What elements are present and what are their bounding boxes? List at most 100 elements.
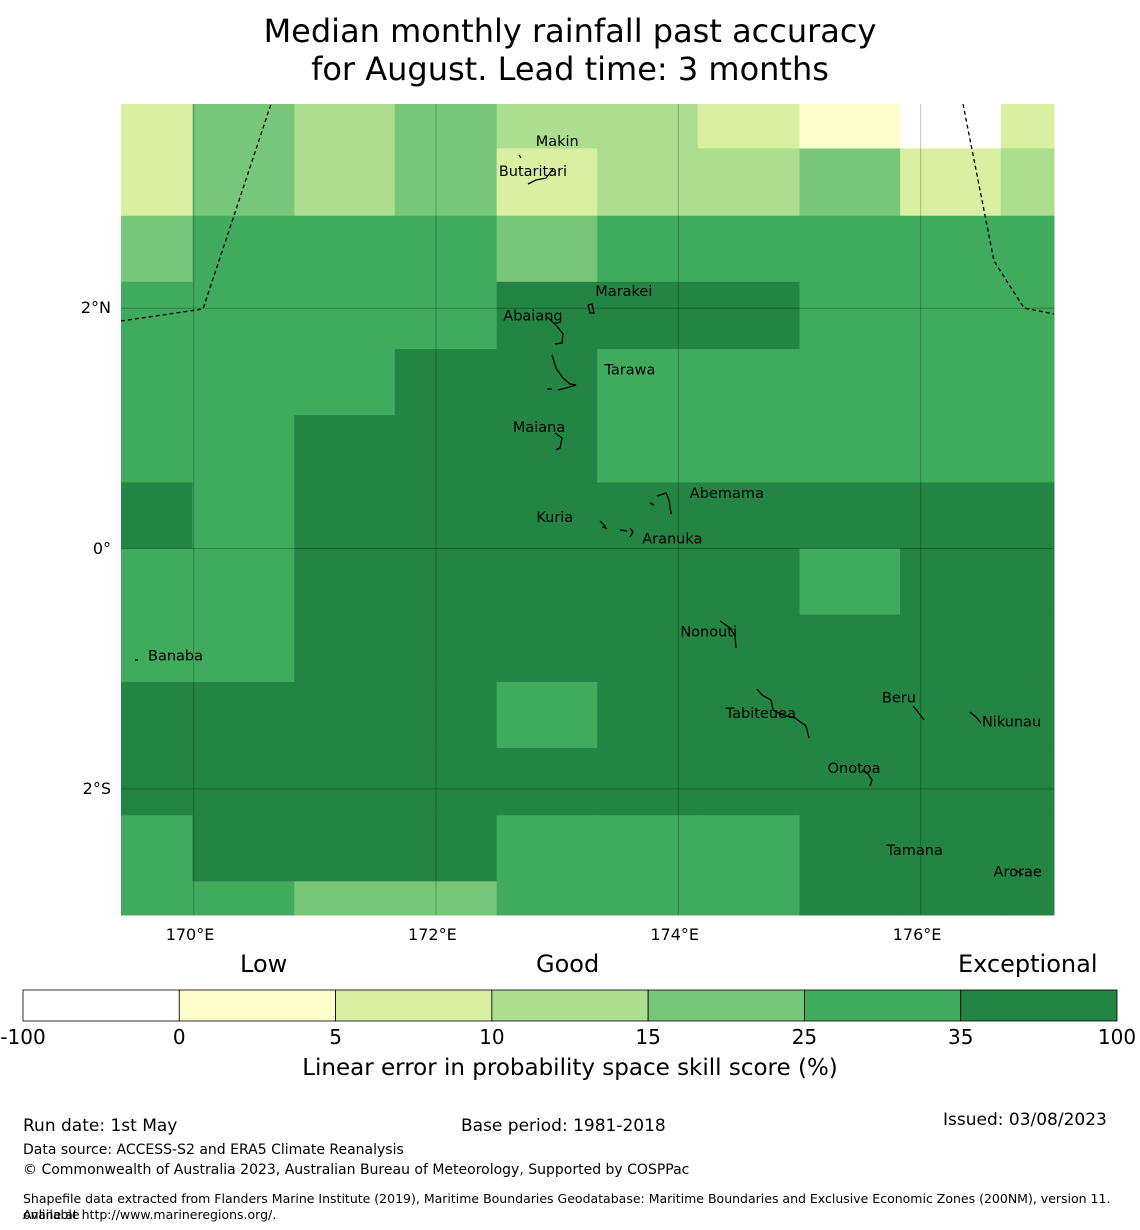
island-outline <box>546 316 564 345</box>
skill-cell <box>192 482 295 550</box>
skill-cell <box>496 215 598 283</box>
skill-cell <box>697 881 801 916</box>
skill-cell <box>799 148 901 217</box>
skill-cell <box>121 482 193 550</box>
colorbar-axis-label: Linear error in probability space skill … <box>302 1055 838 1081</box>
skill-cell <box>192 104 295 149</box>
skill-cell <box>900 349 1002 416</box>
skill-cell <box>121 148 193 217</box>
place-label: Nikunau <box>982 714 1041 730</box>
skill-cell <box>900 747 1002 816</box>
skill-cell <box>900 681 1002 749</box>
skill-cell <box>900 215 1002 283</box>
place-label: Abemama <box>690 486 764 502</box>
skill-cell <box>294 747 396 816</box>
skill-cell <box>900 548 1002 616</box>
lat-tick-label: 0° <box>92 538 111 558</box>
skill-cell <box>121 747 193 816</box>
skill-cell <box>496 349 598 416</box>
skill-cell <box>294 614 396 683</box>
skill-cell <box>697 548 801 616</box>
skill-cell <box>496 614 598 683</box>
map-title-line2: for August. Lead time: 3 months <box>311 50 829 88</box>
skill-cell <box>799 747 901 816</box>
skill-cell <box>799 881 901 916</box>
colorbar-tick-label: 25 <box>791 1025 818 1049</box>
legend-heading-good: Good <box>536 950 600 978</box>
skill-cell <box>294 415 396 483</box>
skill-cell <box>799 614 901 683</box>
skill-cell <box>192 815 295 882</box>
island-outline <box>912 705 925 721</box>
skill-cell <box>1000 482 1055 550</box>
skill-cell <box>697 482 801 550</box>
skill-cell <box>900 104 1002 149</box>
skill-cell <box>697 747 801 816</box>
colorbar-tick-label: -100 <box>0 1025 46 1049</box>
skill-cell <box>394 681 498 749</box>
place-label: Banaba <box>148 648 203 664</box>
skill-cell <box>597 747 699 816</box>
skill-cell <box>597 349 699 416</box>
skill-cell <box>192 148 295 217</box>
colorbar-tick-label: 10 <box>479 1025 505 1049</box>
skill-cell <box>697 215 801 283</box>
island-outline <box>619 527 634 538</box>
issued-date: Issued: 03/08/2023 <box>943 1110 1107 1130</box>
skill-cell <box>394 548 498 616</box>
place-label: Aranuka <box>642 532 702 548</box>
skill-cell <box>597 148 699 217</box>
skill-cell <box>394 349 498 416</box>
colorbar-bin <box>804 989 962 1022</box>
skill-cell <box>121 104 193 149</box>
base-period: Base period: 1981-2018 <box>461 1116 666 1136</box>
skill-cell <box>597 482 699 550</box>
skill-cell <box>697 415 801 483</box>
skill-cell <box>121 349 193 416</box>
skill-cell <box>294 482 396 550</box>
skill-cell <box>394 148 498 217</box>
skill-cell <box>121 415 193 483</box>
skill-cell <box>192 548 295 616</box>
skill-cell <box>394 415 498 483</box>
skill-cell <box>1000 681 1055 749</box>
skill-cell <box>496 681 598 749</box>
skill-cell <box>697 815 801 882</box>
skill-cell <box>192 681 295 749</box>
place-label: Nonouti <box>680 624 737 640</box>
lat-tick-label: 2°N <box>80 298 111 318</box>
skill-cell <box>799 215 901 283</box>
skill-cell <box>900 415 1002 483</box>
place-label: Makin <box>536 134 579 150</box>
skill-cell <box>597 104 699 149</box>
skill-cell <box>799 815 901 882</box>
skill-cell <box>1000 281 1055 350</box>
skill-cell <box>496 415 598 483</box>
skill-cell <box>496 281 598 350</box>
skill-cell <box>1000 815 1055 882</box>
skill-cell <box>799 349 901 416</box>
skill-cell <box>121 681 193 749</box>
colorbar-bin <box>960 989 1118 1022</box>
skill-cell <box>597 681 699 749</box>
skill-cell <box>294 881 396 916</box>
colorbar-bin <box>178 989 336 1022</box>
island-outline <box>599 520 608 530</box>
skill-cell <box>597 614 699 683</box>
skill-cell <box>394 881 498 916</box>
place-label: Beru <box>882 690 916 706</box>
place-labels: Makin Butaritari Marakei Abaiang Tarawa Maian… <box>148 134 1042 881</box>
skill-cell <box>1000 614 1055 683</box>
skill-cell <box>799 681 901 749</box>
colorbar-bin <box>335 989 493 1022</box>
colorbar-tick-label: 0 <box>172 1025 186 1049</box>
run-date: Run date: 1st May <box>23 1116 178 1136</box>
island-outlines <box>135 154 1024 876</box>
skill-cell <box>192 281 295 350</box>
skill-cell <box>192 349 295 416</box>
lon-tick-label: 174°E <box>650 925 700 944</box>
lat-tick-label: 2°S <box>82 778 111 798</box>
skill-cell <box>294 681 396 749</box>
skill-cell <box>496 881 598 916</box>
skill-cell <box>496 548 598 616</box>
